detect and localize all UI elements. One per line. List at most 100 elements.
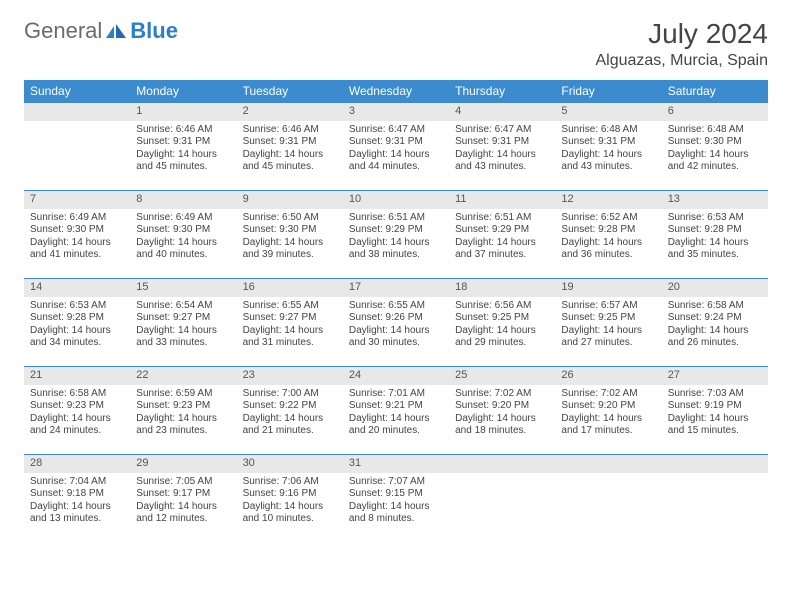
weekday-header: Monday: [130, 80, 236, 102]
day-body: Sunrise: 6:53 AMSunset: 9:28 PMDaylight:…: [662, 209, 768, 266]
daylight-line: Daylight: 14 hours and 27 minutes.: [561, 325, 655, 350]
calendar-cell: 23 Sunrise: 7:00 AMSunset: 9:22 PMDayligh…: [237, 366, 343, 454]
day-number-bar: 19: [555, 278, 661, 297]
day-number: 13: [668, 193, 680, 205]
calendar-cell: 20Sunrise: 6:58 AMSunset: 9:24 PMDayligh…: [662, 278, 768, 366]
day-number: 10: [349, 193, 361, 205]
day-body: Sunrise: 6:51 AMSunset: 9:29 PMDaylight:…: [449, 209, 555, 266]
sunrise-line: Sunrise: 7:02 AM: [561, 388, 655, 401]
daylight-line: Daylight: 14 hours and 12 minutes.: [136, 501, 230, 526]
day-number: 5: [561, 105, 567, 117]
daylight-line: Daylight: 14 hours and 38 minutes.: [349, 237, 443, 262]
day-body: Sunrise: 6:55 AMSunset: 9:26 PMDaylight:…: [343, 297, 449, 354]
daylight-line: Daylight: 14 hours and 44 minutes.: [349, 149, 443, 174]
day-number-bar: 29: [130, 454, 236, 473]
daylight-line: Daylight: 14 hours and 37 minutes.: [455, 237, 549, 262]
day-body: Sunrise: 7:04 AMSunset: 9:18 PMDaylight:…: [24, 473, 130, 530]
day-number-bar: 6: [662, 102, 768, 121]
daylight-line: Daylight: 14 hours and 8 minutes.: [349, 501, 443, 526]
sunset-line: Sunset: 9:22 PM: [243, 400, 337, 413]
day-body: Sunrise: 7:03 AMSunset: 9:19 PMDaylight:…: [662, 385, 768, 442]
sunrise-line: Sunrise: 6:56 AM: [455, 300, 549, 313]
sunset-line: Sunset: 9:18 PM: [30, 488, 124, 501]
calendar-cell: 6Sunrise: 6:48 AMSunset: 9:30 PMDaylight…: [662, 102, 768, 190]
calendar-cell: 31 Sunrise: 7:07 AMSunset: 9:15 PMDayligh…: [343, 454, 449, 542]
calendar-week-row: 28 Sunrise: 7:04 AMSunset: 9:18 PMDayligh…: [24, 454, 768, 542]
day-body: Sunrise: 6:47 AMSunset: 9:31 PMDaylight:…: [343, 121, 449, 178]
daylight-line: Daylight: 14 hours and 45 minutes.: [136, 149, 230, 174]
sunset-line: Sunset: 9:27 PM: [136, 312, 230, 325]
day-number-bar: 9: [237, 190, 343, 209]
sunrise-line: Sunrise: 6:52 AM: [561, 212, 655, 225]
calendar-cell: 9Sunrise: 6:50 AMSunset: 9:30 PMDaylight…: [237, 190, 343, 278]
daylight-line: Daylight: 14 hours and 43 minutes.: [561, 149, 655, 174]
daylight-line: Daylight: 14 hours and 42 minutes.: [668, 149, 762, 174]
sunrise-line: Sunrise: 6:48 AM: [561, 124, 655, 137]
daylight-line: Daylight: 14 hours and 21 minutes.: [243, 413, 337, 438]
sunrise-line: Sunrise: 6:49 AM: [136, 212, 230, 225]
daylight-line: Daylight: 14 hours and 24 minutes.: [30, 413, 124, 438]
day-number-bar: [449, 454, 555, 473]
day-number: 23: [243, 369, 255, 381]
sunrise-line: Sunrise: 6:54 AM: [136, 300, 230, 313]
day-body: Sunrise: 6:51 AMSunset: 9:29 PMDaylight:…: [343, 209, 449, 266]
day-number: 12: [561, 193, 573, 205]
calendar-cell: 13 Sunrise: 6:53 AMSunset: 9:28 PMDayligh…: [662, 190, 768, 278]
day-number-bar: 23: [237, 366, 343, 385]
calendar-week-row: 21Sunrise: 6:58 AMSunset: 9:23 PMDayligh…: [24, 366, 768, 454]
day-number-bar: 10: [343, 190, 449, 209]
sunset-line: Sunset: 9:29 PM: [455, 224, 549, 237]
day-number-bar: 30: [237, 454, 343, 473]
daylight-line: Daylight: 14 hours and 29 minutes.: [455, 325, 549, 350]
day-body: Sunrise: 7:00 AMSunset: 9:22 PMDaylight:…: [237, 385, 343, 442]
calendar-cell: 21Sunrise: 6:58 AMSunset: 9:23 PMDayligh…: [24, 366, 130, 454]
day-number: 2: [243, 105, 249, 117]
daylight-line: Daylight: 14 hours and 35 minutes.: [668, 237, 762, 262]
weekday-header: Sunday: [24, 80, 130, 102]
day-number: 11: [455, 193, 466, 205]
daylight-line: Daylight: 14 hours and 23 minutes.: [136, 413, 230, 438]
sunrise-line: Sunrise: 6:46 AM: [136, 124, 230, 137]
day-number-bar: [662, 454, 768, 473]
sunset-line: Sunset: 9:30 PM: [30, 224, 124, 237]
calendar-table: Sunday Monday Tuesday Wednesday Thursday…: [24, 80, 768, 542]
day-body: Sunrise: 7:07 AMSunset: 9:15 PMDaylight:…: [343, 473, 449, 530]
sunrise-line: Sunrise: 6:48 AM: [668, 124, 762, 137]
sunrise-line: Sunrise: 7:05 AM: [136, 476, 230, 489]
sunrise-line: Sunrise: 6:53 AM: [30, 300, 124, 313]
calendar-cell: [24, 102, 130, 190]
day-body: Sunrise: 6:58 AMSunset: 9:24 PMDaylight:…: [662, 297, 768, 354]
calendar-cell: 3Sunrise: 6:47 AMSunset: 9:31 PMDaylight…: [343, 102, 449, 190]
logo-word1: General: [24, 18, 102, 44]
sunrise-line: Sunrise: 7:02 AM: [455, 388, 549, 401]
weekday-header: Saturday: [662, 80, 768, 102]
day-body: Sunrise: 6:47 AMSunset: 9:31 PMDaylight:…: [449, 121, 555, 178]
day-number-bar: 22: [130, 366, 236, 385]
daylight-line: Daylight: 14 hours and 10 minutes.: [243, 501, 337, 526]
sunrise-line: Sunrise: 7:00 AM: [243, 388, 337, 401]
calendar-cell: [449, 454, 555, 542]
sunset-line: Sunset: 9:20 PM: [455, 400, 549, 413]
calendar-cell: [662, 454, 768, 542]
sunrise-line: Sunrise: 6:47 AM: [349, 124, 443, 137]
day-number-bar: 20: [662, 278, 768, 297]
daylight-line: Daylight: 14 hours and 30 minutes.: [349, 325, 443, 350]
calendar-cell: 1Sunrise: 6:46 AMSunset: 9:31 PMDaylight…: [130, 102, 236, 190]
sunrise-line: Sunrise: 6:46 AM: [243, 124, 337, 137]
sunrise-line: Sunrise: 6:49 AM: [30, 212, 124, 225]
weekday-header-row: Sunday Monday Tuesday Wednesday Thursday…: [24, 80, 768, 102]
day-number-bar: 4: [449, 102, 555, 121]
calendar-cell: 4Sunrise: 6:47 AMSunset: 9:31 PMDaylight…: [449, 102, 555, 190]
day-number: 18: [455, 281, 467, 293]
day-number: 31: [349, 457, 361, 469]
calendar-cell: 25Sunrise: 7:02 AMSunset: 9:20 PMDayligh…: [449, 366, 555, 454]
calendar-cell: 14Sunrise: 6:53 AMSunset: 9:28 PMDayligh…: [24, 278, 130, 366]
logo-word2: Blue: [130, 18, 178, 44]
day-number: 19: [561, 281, 573, 293]
day-body: Sunrise: 6:52 AMSunset: 9:28 PMDaylight:…: [555, 209, 661, 266]
day-number: 28: [30, 457, 42, 469]
day-number-bar: 8: [130, 190, 236, 209]
calendar-cell: 7Sunrise: 6:49 AMSunset: 9:30 PMDaylight…: [24, 190, 130, 278]
sunset-line: Sunset: 9:17 PM: [136, 488, 230, 501]
day-body: Sunrise: 7:02 AMSunset: 9:20 PMDaylight:…: [555, 385, 661, 442]
